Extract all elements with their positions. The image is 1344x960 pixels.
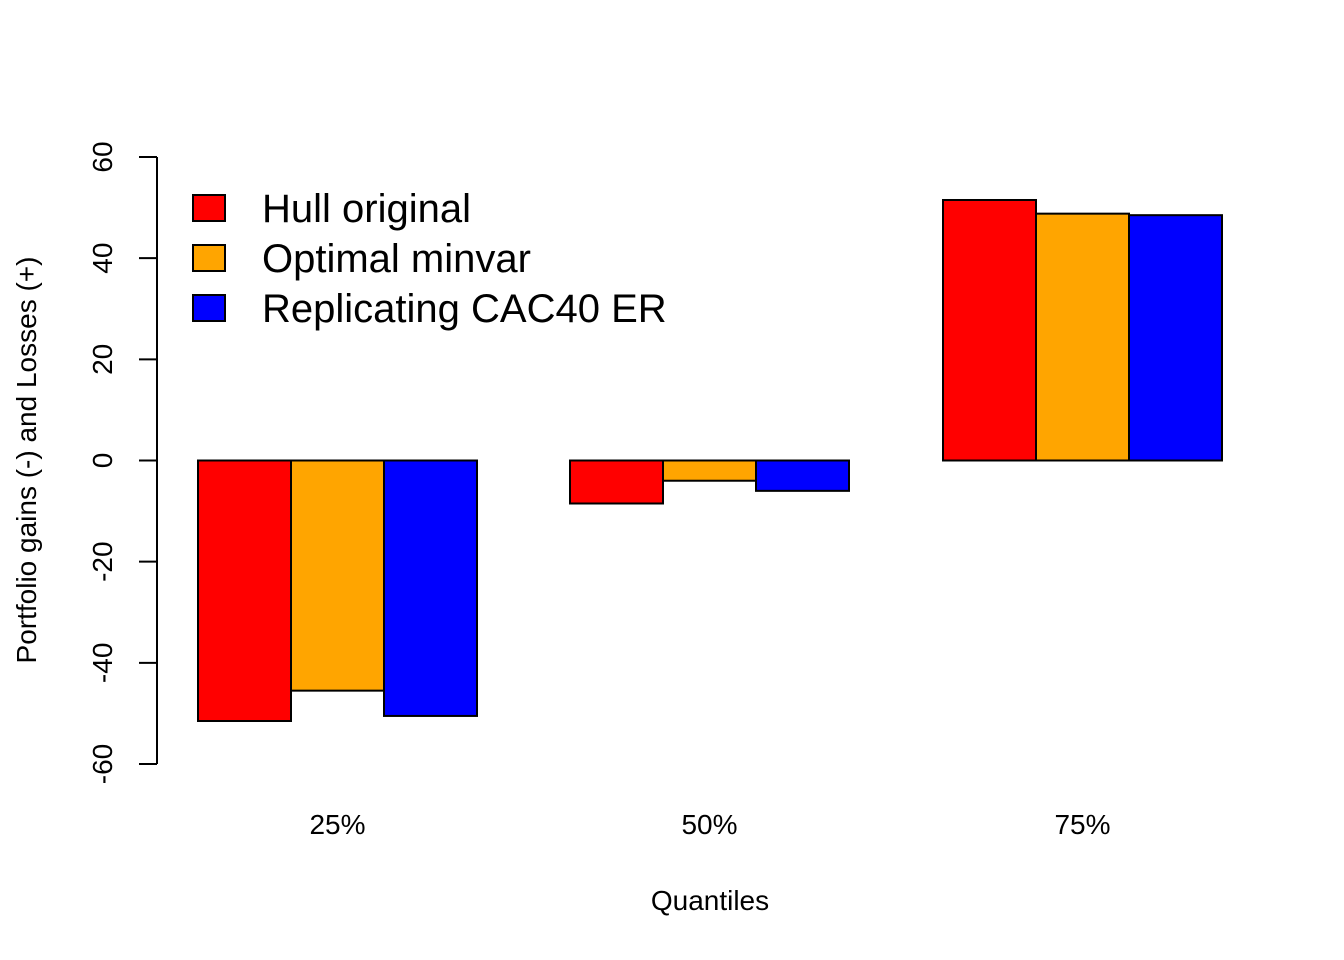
x-tick-label: 25% <box>309 809 365 840</box>
y-axis: -60 -40 -20 0 20 40 60 <box>87 141 158 784</box>
bar-50pct-hull-original <box>569 459 664 505</box>
y-tick-label: 40 <box>87 243 118 274</box>
bar-75pct-hull-original <box>942 198 1037 462</box>
legend-swatch <box>192 194 226 222</box>
bar-75pct-replicating-cac40-er <box>1128 214 1223 462</box>
y-tick-label: -40 <box>87 643 118 683</box>
y-tick-label: -60 <box>87 744 118 784</box>
x-axis: 25% 50% 75% <box>309 809 1110 840</box>
legend: Hull original Optimal minvar Replicating C… <box>192 187 667 331</box>
bar-50pct-optimal-minvar <box>662 459 757 482</box>
bar-75pct-optimal-minvar <box>1035 212 1130 462</box>
bars-group <box>197 198 1223 723</box>
legend-label: Optimal minvar <box>262 237 531 281</box>
x-tick-label: 75% <box>1054 809 1110 840</box>
x-tick-label: 50% <box>681 809 737 840</box>
bar-25pct-optimal-minvar <box>290 459 385 692</box>
x-axis-title: Quantiles <box>651 885 769 916</box>
y-tick-label: 60 <box>87 141 118 172</box>
bar-50pct-replicating-cac40-er <box>755 459 850 492</box>
legend-label: Hull original <box>262 187 471 231</box>
y-tick-label: 20 <box>87 344 118 375</box>
legend-swatch <box>192 244 226 272</box>
bar-25pct-replicating-cac40-er <box>383 459 478 717</box>
legend-swatch <box>192 294 226 322</box>
legend-label: Replicating CAC40 ER <box>262 287 667 331</box>
y-tick-label: 0 <box>87 453 118 469</box>
bar-25pct-hull-original <box>197 459 292 723</box>
y-tick-label: -20 <box>87 541 118 581</box>
y-axis-title: Portfolio gains (-) and Losses (+) <box>11 257 42 664</box>
